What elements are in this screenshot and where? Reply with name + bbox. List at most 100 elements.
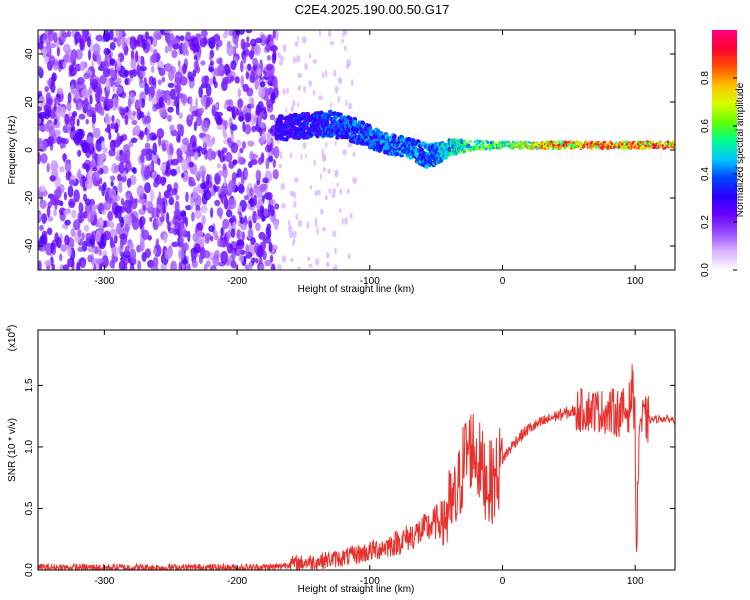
noise-blob	[110, 122, 116, 130]
signal-mark	[651, 140, 655, 144]
signal-mark	[666, 140, 670, 144]
signal-mark	[467, 143, 471, 147]
noise-blob	[50, 241, 54, 254]
noise-blob	[290, 105, 294, 113]
noise-blob	[191, 211, 195, 222]
noise-blob	[278, 60, 284, 66]
noise-blob	[262, 250, 267, 261]
noise-blob	[193, 54, 198, 61]
noise-blob	[98, 184, 102, 191]
noise-blob	[269, 45, 278, 52]
noise-blob	[98, 249, 102, 256]
noise-blob	[123, 50, 128, 56]
noise-blob	[238, 254, 245, 263]
noise-blob	[209, 60, 214, 66]
noise-blob	[339, 78, 343, 84]
signal-mark	[392, 134, 397, 139]
noise-blob	[266, 54, 271, 61]
noise-blob	[147, 259, 155, 269]
noise-blob	[72, 134, 81, 144]
noise-blob	[122, 37, 126, 50]
noise-blob	[72, 110, 78, 118]
noise-blob	[321, 148, 324, 157]
noise-blob	[181, 172, 185, 178]
noise-blob	[149, 46, 154, 53]
noise-blob	[249, 113, 257, 126]
noise-blob	[82, 174, 86, 188]
noise-blob	[292, 56, 297, 64]
noise-blob	[103, 230, 111, 241]
noise-blob	[40, 234, 47, 247]
noise-blob	[230, 142, 239, 154]
noise-blob	[124, 245, 130, 253]
noise-blob	[254, 37, 263, 44]
noise-blob	[255, 222, 261, 232]
snr-y-ticks: 0.0 0.5 1.0 1.5	[24, 378, 675, 577]
noise-blob	[87, 210, 95, 224]
noise-blob	[115, 30, 123, 39]
noise-blob	[232, 159, 238, 165]
noise-blob	[236, 108, 240, 116]
noise-blob	[195, 65, 201, 74]
noise-blob	[62, 153, 67, 163]
noise-blob	[73, 189, 80, 203]
snr-x-tick-label: -200	[227, 576, 247, 587]
noise-blob	[70, 83, 75, 95]
noise-blob	[314, 222, 318, 228]
noise-blob	[200, 147, 208, 155]
noise-blob	[47, 42, 51, 55]
noise-blob	[308, 80, 313, 88]
noise-blob	[95, 171, 100, 181]
noise-blob	[38, 105, 43, 112]
noise-blob	[217, 238, 224, 248]
noise-blob	[227, 179, 236, 193]
noise-blob	[249, 159, 258, 165]
noise-blob	[146, 201, 154, 214]
spectrogram-marks	[38, 30, 675, 270]
noise-blob	[138, 111, 145, 119]
noise-blob	[45, 101, 52, 112]
noise-blob	[247, 140, 255, 147]
noise-blob	[228, 198, 237, 210]
noise-blob	[210, 235, 214, 242]
noise-blob	[343, 30, 348, 36]
noise-blob	[116, 208, 122, 219]
noise-blob	[50, 82, 56, 94]
noise-blob	[163, 92, 168, 104]
noise-blob	[179, 35, 185, 42]
noise-blob	[47, 30, 55, 42]
noise-blob	[67, 185, 74, 198]
noise-blob	[188, 161, 195, 168]
noise-blob	[127, 214, 133, 227]
noise-blob	[259, 205, 265, 214]
noise-blob	[73, 90, 80, 100]
spectrogram-y-tick-label: 0	[24, 147, 35, 153]
noise-blob	[180, 210, 187, 217]
noise-blob	[251, 125, 257, 133]
noise-blob	[213, 230, 218, 241]
noise-blob	[212, 75, 216, 86]
noise-blob	[344, 216, 348, 225]
signal-mark	[472, 147, 476, 151]
noise-blob	[105, 90, 109, 102]
noise-blob	[245, 71, 250, 80]
noise-blob	[224, 152, 233, 163]
noise-blob	[85, 118, 89, 125]
spectrogram-x-tick-label: -300	[94, 276, 114, 287]
noise-blob	[97, 203, 105, 212]
noise-blob	[187, 142, 193, 153]
noise-blob	[119, 151, 127, 164]
noise-blob	[225, 209, 233, 218]
noise-blob	[82, 30, 88, 37]
noise-blob	[58, 253, 63, 262]
noise-blob	[309, 53, 312, 59]
signal-mark	[378, 131, 384, 137]
signal-mark	[610, 142, 614, 146]
noise-blob	[117, 56, 121, 68]
noise-blob	[192, 69, 197, 78]
noise-blob	[237, 98, 243, 110]
spectrogram-y-tick-label: -40	[24, 238, 35, 253]
noise-blob	[129, 36, 136, 42]
spectrogram-x-tick-label: -100	[360, 276, 380, 287]
noise-blob	[164, 249, 173, 260]
